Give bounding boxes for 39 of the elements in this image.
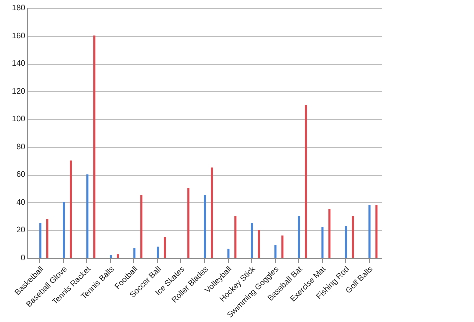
bar [328,209,331,258]
bar [46,219,49,258]
bar [117,254,120,258]
bar [94,36,96,258]
bar [110,255,112,258]
y-tick-label: 40 [16,198,26,207]
bar [63,202,66,258]
bar [352,216,354,258]
y-tick-label: 180 [12,4,26,12]
bar [234,216,237,258]
bar [322,227,324,258]
bar [157,246,160,258]
bar [274,246,277,258]
bar [86,174,89,258]
bar [368,205,371,258]
bar [140,196,143,258]
bar [70,160,72,258]
y-tick-label: 120 [12,86,26,96]
bar [211,168,214,258]
bar [251,223,254,258]
bar [298,216,300,258]
bar [228,248,230,258]
bar [345,226,348,258]
bar [305,105,308,258]
bar [40,223,42,258]
y-tick-label: 0 [21,254,26,262]
bar [204,196,206,258]
bar [376,205,378,258]
y-tick-label: 20 [16,226,26,235]
bar [282,236,284,258]
y-tick-label: 160 [12,31,26,40]
y-tick-label: 60 [16,170,26,180]
y-tick-label: 140 [12,59,26,68]
y-tick-label: 100 [12,114,26,124]
y-tick-label: 80 [16,142,26,152]
bar [258,230,260,258]
bar [164,237,166,258]
bar [134,248,136,258]
bar [188,188,190,258]
